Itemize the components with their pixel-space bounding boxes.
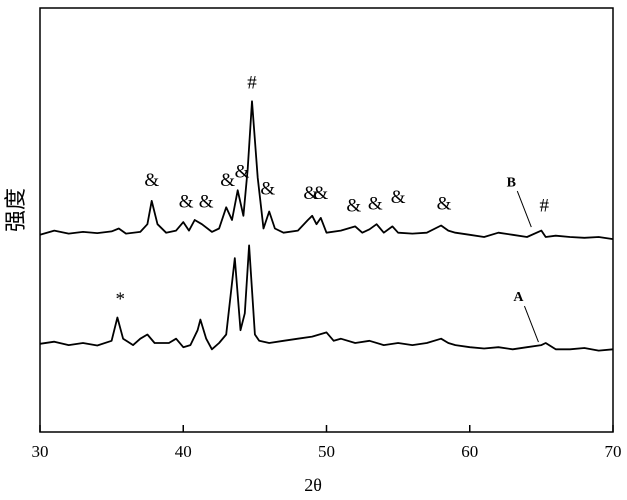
annotation: & — [235, 162, 250, 183]
series-label: A — [513, 290, 524, 305]
annotation: # — [247, 73, 257, 94]
x-axis-label: 2θ — [304, 475, 322, 495]
annotation: & — [144, 170, 159, 191]
annotation: & — [179, 191, 194, 212]
annotation: & — [199, 191, 214, 212]
x-tick-label: 60 — [461, 442, 478, 461]
x-tick-label: 50 — [318, 442, 335, 461]
leader-line — [516, 190, 532, 228]
annotation: & — [346, 196, 361, 217]
annotation: & — [368, 194, 383, 215]
series-label: B — [507, 175, 516, 190]
leader-line — [523, 305, 539, 343]
annotation: & — [303, 183, 318, 204]
annotation: * — [115, 289, 125, 310]
annotation: & — [437, 194, 452, 215]
x-tick-label: 30 — [32, 442, 49, 461]
annotation: & — [313, 183, 328, 204]
annotation: & — [220, 170, 235, 191]
annotation: # — [539, 196, 549, 217]
annotation: & — [260, 179, 275, 200]
plot-frame — [39, 7, 614, 433]
x-tick-label: 70 — [605, 442, 622, 461]
y-axis-label: 强度 — [3, 188, 28, 232]
x-tick-label: 40 — [175, 442, 192, 461]
annotation: & — [391, 187, 406, 208]
series-line — [39, 100, 614, 240]
series-line — [39, 244, 614, 352]
